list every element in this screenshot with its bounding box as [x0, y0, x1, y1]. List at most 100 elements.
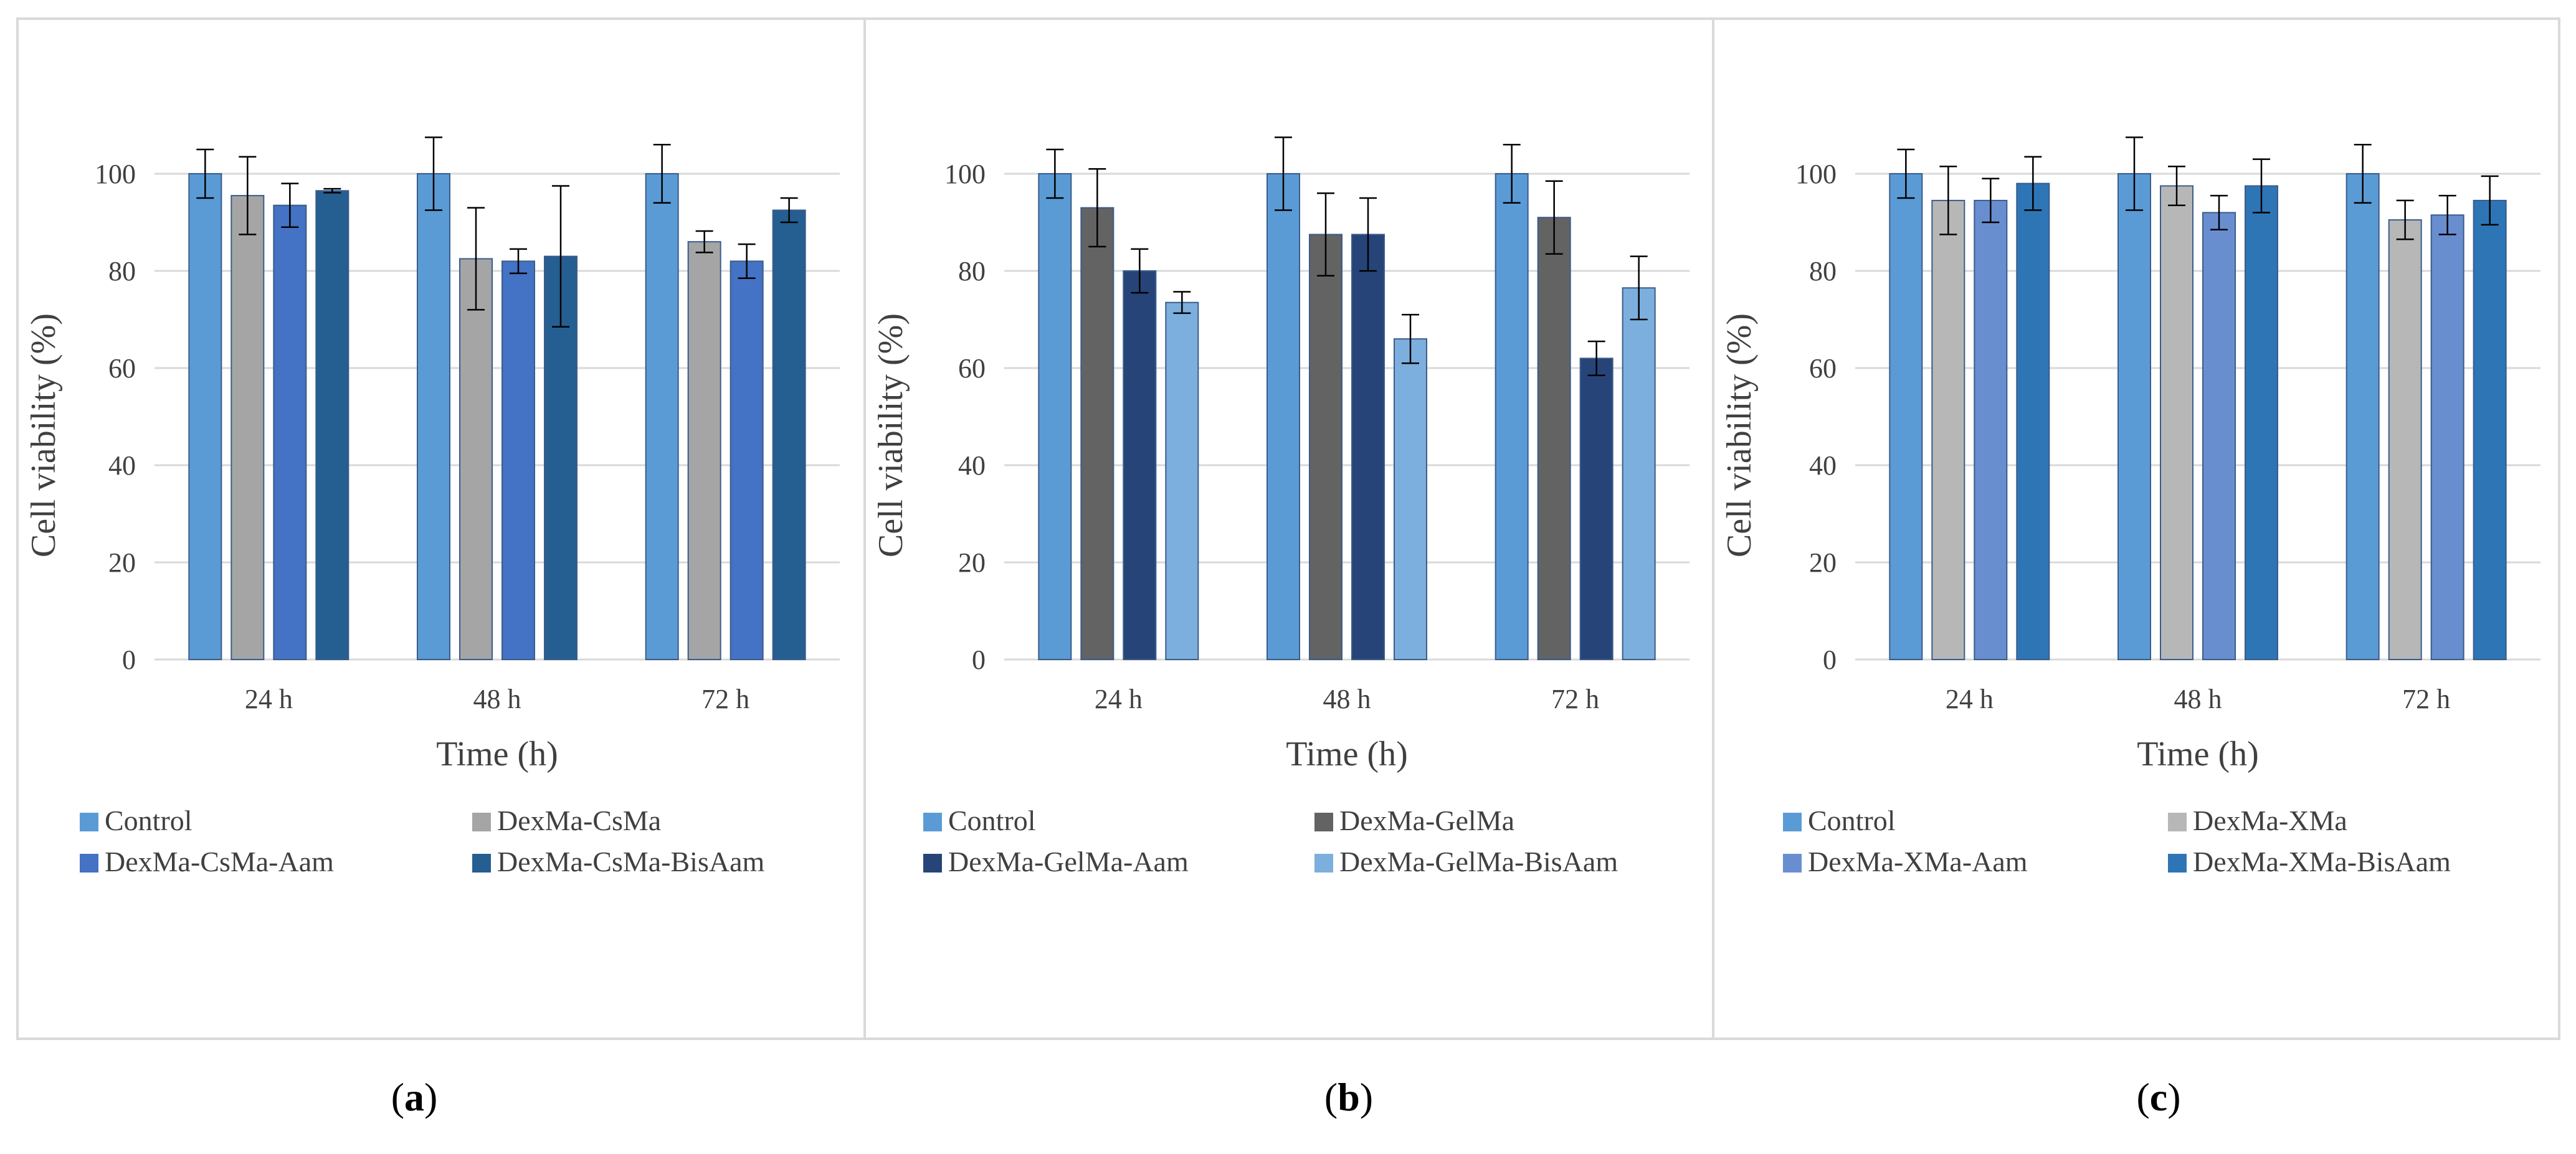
y-tick-label: 0: [122, 645, 136, 675]
x-tick-label: 24 h: [1946, 684, 1994, 714]
x-axis-title: Time (h): [436, 735, 558, 773]
legend-label: DexMa-CsMa-Aam: [105, 846, 334, 877]
chart-panel-a: 0 20 40 60 80 100 Cell viability (%) 24 h 48 h 72…: [24, 136, 840, 877]
bar: [1579, 357, 1614, 661]
y-tick-label: 0: [1823, 645, 1837, 675]
legend-swatch: [1783, 854, 1802, 873]
bar: [1495, 173, 1529, 660]
legend-swatch: [1314, 813, 1333, 831]
legend-swatch: [1783, 813, 1802, 831]
legend-swatch: [2168, 854, 2187, 873]
y-tick-label: 20: [958, 547, 986, 578]
y-tick-label: 60: [958, 353, 986, 384]
legend-label: Control: [105, 805, 192, 836]
x-tick-label: 48 h: [473, 684, 521, 714]
legend-swatch: [923, 813, 942, 831]
y-tick-label: 20: [108, 547, 136, 578]
bar: [188, 173, 222, 660]
bar: [2202, 212, 2236, 660]
bar: [1622, 287, 1656, 660]
bar: [1080, 207, 1115, 661]
bar: [315, 190, 349, 660]
x-axis-title: Time (h): [2137, 735, 2259, 773]
panel-label-c: (c): [2136, 1075, 2181, 1119]
y-tick-label: 100: [1795, 159, 1837, 189]
bar: [2016, 182, 2050, 661]
x-tick-label: 72 h: [2402, 684, 2450, 714]
bar: [1974, 199, 2008, 660]
bar: [2245, 185, 2278, 660]
x-tick-label: 72 h: [1551, 684, 1599, 714]
y-tick-label: 20: [1809, 547, 1837, 578]
chart-panel-b: 0 20 40 60 80 100 Cell viability (%) 24 h 48 h 72…: [872, 136, 1690, 877]
legend-swatch: [80, 813, 98, 831]
legend-swatch: [80, 854, 98, 873]
bar: [1038, 173, 1072, 660]
bar: [1537, 217, 1571, 660]
y-axis-title: Cell viability (%): [872, 313, 910, 557]
bar: [2117, 173, 2151, 660]
x-tick-label: 72 h: [701, 684, 749, 714]
bar: [459, 258, 493, 660]
y-tick-label: 100: [944, 159, 986, 189]
bar: [2388, 219, 2422, 661]
legend-swatch: [472, 813, 491, 831]
legend-label: DexMa-CsMa: [497, 805, 661, 836]
legend-swatch: [472, 854, 491, 873]
y-tick-label: 40: [958, 450, 986, 481]
y-tick-label: 60: [108, 353, 136, 384]
panel-label-a: (a): [391, 1075, 438, 1119]
legend-swatch: [923, 854, 942, 873]
y-tick-label: 100: [95, 159, 136, 189]
x-tick-label: 24 h: [1095, 684, 1143, 714]
bar: [772, 209, 806, 660]
legend-label: DexMa-GelMa-BisAam: [1339, 846, 1618, 877]
panel-labels: (a) (b) (c): [0, 1077, 2576, 1146]
legend-label: DexMa-XMa-Aam: [1808, 846, 2028, 877]
bar: [687, 241, 721, 660]
y-tick-label: 40: [108, 450, 136, 481]
legend-label: Control: [948, 805, 1036, 836]
y-axis-title: Cell viability (%): [1720, 313, 1759, 557]
legend-label: DexMa-GelMa-Aam: [948, 846, 1189, 877]
bar: [645, 173, 679, 660]
bar: [1267, 173, 1300, 660]
y-tick-label: 0: [972, 645, 986, 675]
legend-swatch: [2168, 813, 2187, 831]
chart-panel-c: 0 20 40 60 80 100 Cell viability (%) 24 h 48 h 72…: [1720, 136, 2540, 877]
legend-label: DexMa-CsMa-BisAam: [497, 846, 764, 877]
x-axis-title: Time (h): [1286, 735, 1408, 773]
bar: [730, 260, 764, 660]
figure-frame: [16, 17, 2560, 1040]
bar: [1931, 199, 1965, 660]
x-tick-label: 48 h: [1323, 684, 1371, 714]
bar: [1394, 338, 1427, 660]
y-tick-label: 60: [1809, 353, 1837, 384]
y-axis-title: Cell viability (%): [24, 313, 63, 557]
legend-swatch: [1314, 854, 1333, 873]
bar: [501, 260, 535, 660]
legend-label: DexMa-XMa: [2193, 805, 2347, 836]
bar: [1309, 234, 1343, 660]
x-tick-label: 24 h: [245, 684, 293, 714]
bar: [2345, 173, 2380, 660]
bar: [1165, 301, 1199, 660]
y-tick-label: 80: [958, 256, 986, 286]
bar: [1351, 234, 1385, 660]
bar: [2473, 199, 2507, 660]
bar: [2430, 214, 2464, 660]
legend-label: Control: [1808, 805, 1896, 836]
panel-label-b: (b): [1324, 1075, 1374, 1119]
y-tick-label: 80: [108, 256, 136, 286]
y-tick-label: 80: [1809, 256, 1837, 286]
bar: [2160, 185, 2193, 660]
y-tick-label: 40: [1809, 450, 1837, 481]
bar: [417, 173, 450, 660]
bar: [273, 204, 307, 660]
bar: [1123, 270, 1157, 660]
legend-label: DexMa-XMa-BisAam: [2193, 846, 2451, 877]
bar: [231, 195, 265, 661]
bar: [1889, 173, 1923, 660]
legend-label: DexMa-GelMa: [1339, 805, 1514, 836]
